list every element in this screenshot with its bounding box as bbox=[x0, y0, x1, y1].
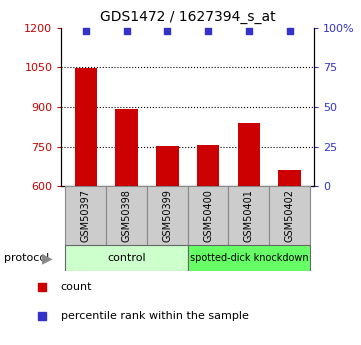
Text: spotted-dick knockdown: spotted-dick knockdown bbox=[190, 253, 308, 263]
Point bbox=[246, 28, 252, 33]
Text: GSM50402: GSM50402 bbox=[284, 189, 295, 242]
Point bbox=[165, 28, 170, 33]
Bar bbox=[116, 109, 138, 186]
Bar bbox=[147, 186, 188, 245]
Bar bbox=[65, 245, 188, 271]
Bar bbox=[229, 186, 269, 245]
Bar bbox=[278, 170, 301, 186]
Point bbox=[83, 28, 89, 33]
Point bbox=[205, 28, 211, 33]
Text: percentile rank within the sample: percentile rank within the sample bbox=[61, 311, 248, 321]
Point bbox=[124, 28, 130, 33]
Text: protocol: protocol bbox=[4, 253, 49, 263]
Point bbox=[287, 28, 292, 33]
Bar bbox=[106, 186, 147, 245]
Title: GDS1472 / 1627394_s_at: GDS1472 / 1627394_s_at bbox=[100, 10, 275, 24]
Bar bbox=[238, 123, 260, 186]
Bar bbox=[75, 68, 97, 186]
Bar bbox=[65, 186, 106, 245]
Text: GSM50398: GSM50398 bbox=[122, 189, 131, 242]
Bar bbox=[188, 186, 229, 245]
Text: control: control bbox=[107, 253, 146, 263]
Text: GSM50397: GSM50397 bbox=[81, 189, 91, 242]
Bar bbox=[197, 145, 219, 186]
Bar bbox=[269, 186, 310, 245]
Text: GSM50400: GSM50400 bbox=[203, 189, 213, 242]
Bar bbox=[188, 245, 310, 271]
Text: GSM50399: GSM50399 bbox=[162, 189, 172, 242]
Text: ▶: ▶ bbox=[42, 251, 52, 265]
Bar bbox=[156, 146, 179, 186]
Text: count: count bbox=[61, 282, 92, 292]
Text: GSM50401: GSM50401 bbox=[244, 189, 254, 242]
